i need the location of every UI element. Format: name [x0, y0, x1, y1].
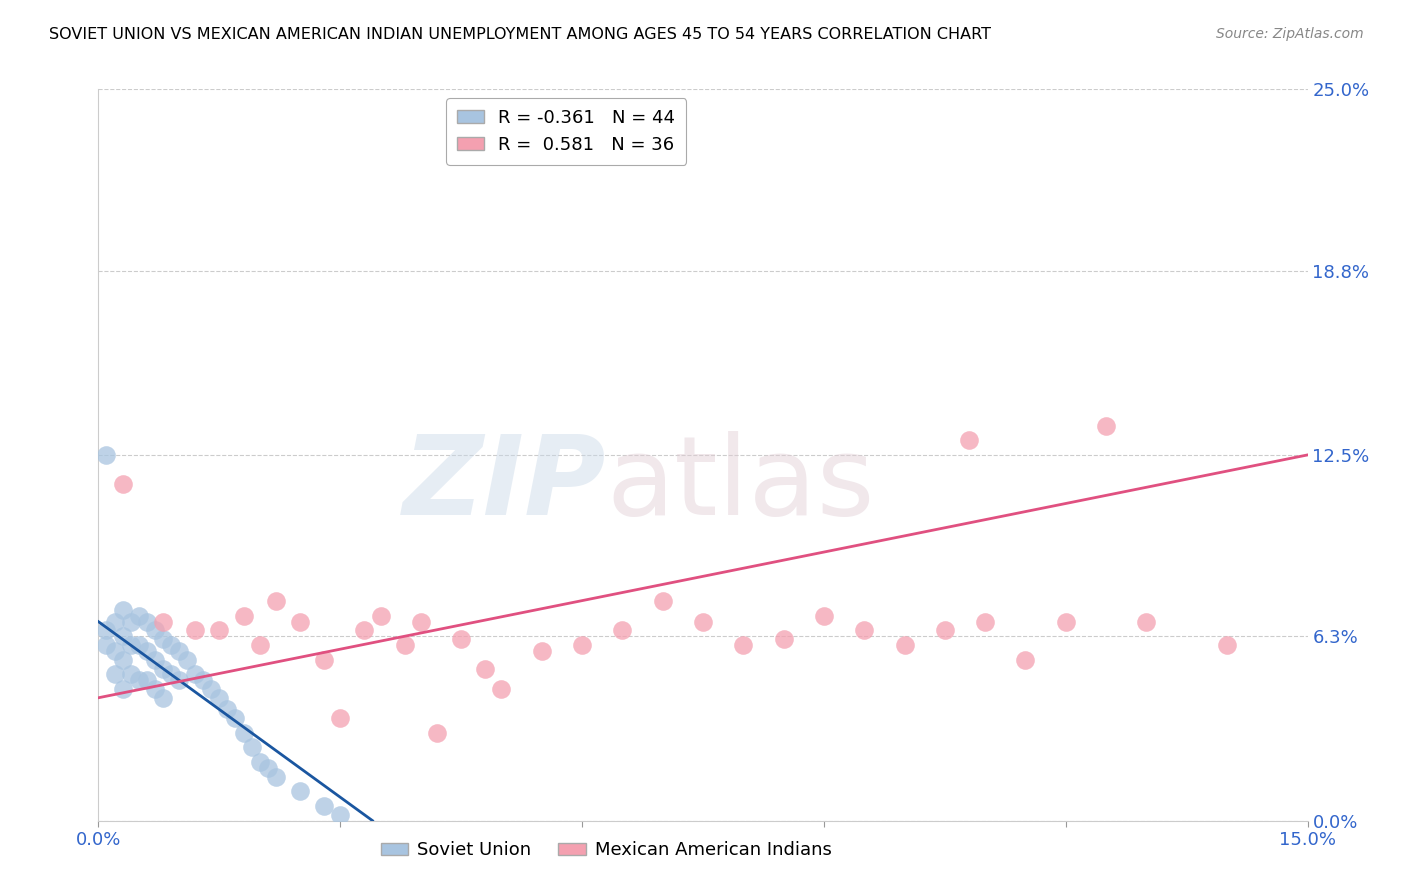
Point [240, 740, 263, 755]
Point [474, 661, 496, 675]
Point [200, 681, 222, 696]
Point [96, 638, 118, 652]
Point [957, 434, 980, 448]
Point [1014, 653, 1036, 667]
Point [167, 673, 190, 688]
Point [314, 799, 336, 814]
Point [103, 615, 125, 629]
Text: atlas: atlas [606, 431, 875, 538]
Point [152, 690, 174, 705]
Point [176, 653, 198, 667]
Point [329, 807, 352, 822]
Point [651, 594, 673, 608]
Point [530, 644, 553, 658]
Point [217, 702, 239, 716]
Point [111, 603, 134, 617]
Point [733, 638, 755, 652]
Point [120, 667, 142, 681]
Point [152, 661, 174, 675]
Point [893, 638, 915, 652]
Point [208, 690, 231, 705]
Point [103, 667, 125, 681]
Point [353, 624, 375, 638]
Point [184, 624, 207, 638]
Point [314, 653, 336, 667]
Point [152, 615, 174, 629]
Point [426, 726, 449, 740]
Point [370, 608, 392, 623]
Point [96, 624, 118, 638]
Point [103, 644, 125, 658]
Legend: Soviet Union, Mexican American Indians: Soviet Union, Mexican American Indians [374, 834, 838, 866]
Point [160, 638, 183, 652]
Text: ZIP: ZIP [402, 431, 606, 538]
Point [264, 594, 287, 608]
Point [394, 638, 416, 652]
Point [120, 615, 142, 629]
Point [1095, 418, 1118, 433]
Point [813, 608, 835, 623]
Point [111, 629, 134, 643]
Point [135, 644, 157, 658]
Point [143, 653, 166, 667]
Point [409, 615, 432, 629]
Point [491, 681, 513, 696]
Point [1135, 615, 1157, 629]
Point [571, 638, 593, 652]
Point [1216, 638, 1239, 652]
Point [288, 784, 311, 798]
Point [96, 448, 118, 462]
Point [232, 726, 254, 740]
Point [692, 615, 714, 629]
Point [772, 632, 794, 647]
Point [612, 624, 634, 638]
Point [934, 624, 956, 638]
Point [193, 673, 215, 688]
Point [167, 644, 190, 658]
Point [450, 632, 472, 647]
Point [152, 632, 174, 647]
Point [128, 638, 150, 652]
Point [128, 673, 150, 688]
Point [111, 653, 134, 667]
Text: Source: ZipAtlas.com: Source: ZipAtlas.com [1216, 27, 1364, 41]
Point [135, 673, 157, 688]
Point [208, 624, 231, 638]
Point [974, 615, 997, 629]
Point [329, 711, 352, 725]
Point [184, 667, 207, 681]
Point [128, 608, 150, 623]
Point [120, 638, 142, 652]
Point [256, 761, 278, 775]
Point [160, 667, 183, 681]
Point [1054, 615, 1077, 629]
Point [288, 615, 311, 629]
Point [143, 624, 166, 638]
Point [224, 711, 246, 725]
Point [853, 624, 876, 638]
Point [143, 681, 166, 696]
Point [249, 638, 271, 652]
Point [111, 477, 134, 491]
Point [135, 615, 157, 629]
Point [111, 681, 134, 696]
Point [264, 770, 287, 784]
Text: SOVIET UNION VS MEXICAN AMERICAN INDIAN UNEMPLOYMENT AMONG AGES 45 TO 54 YEARS C: SOVIET UNION VS MEXICAN AMERICAN INDIAN … [49, 27, 991, 42]
Point [249, 755, 271, 769]
Point [232, 608, 254, 623]
